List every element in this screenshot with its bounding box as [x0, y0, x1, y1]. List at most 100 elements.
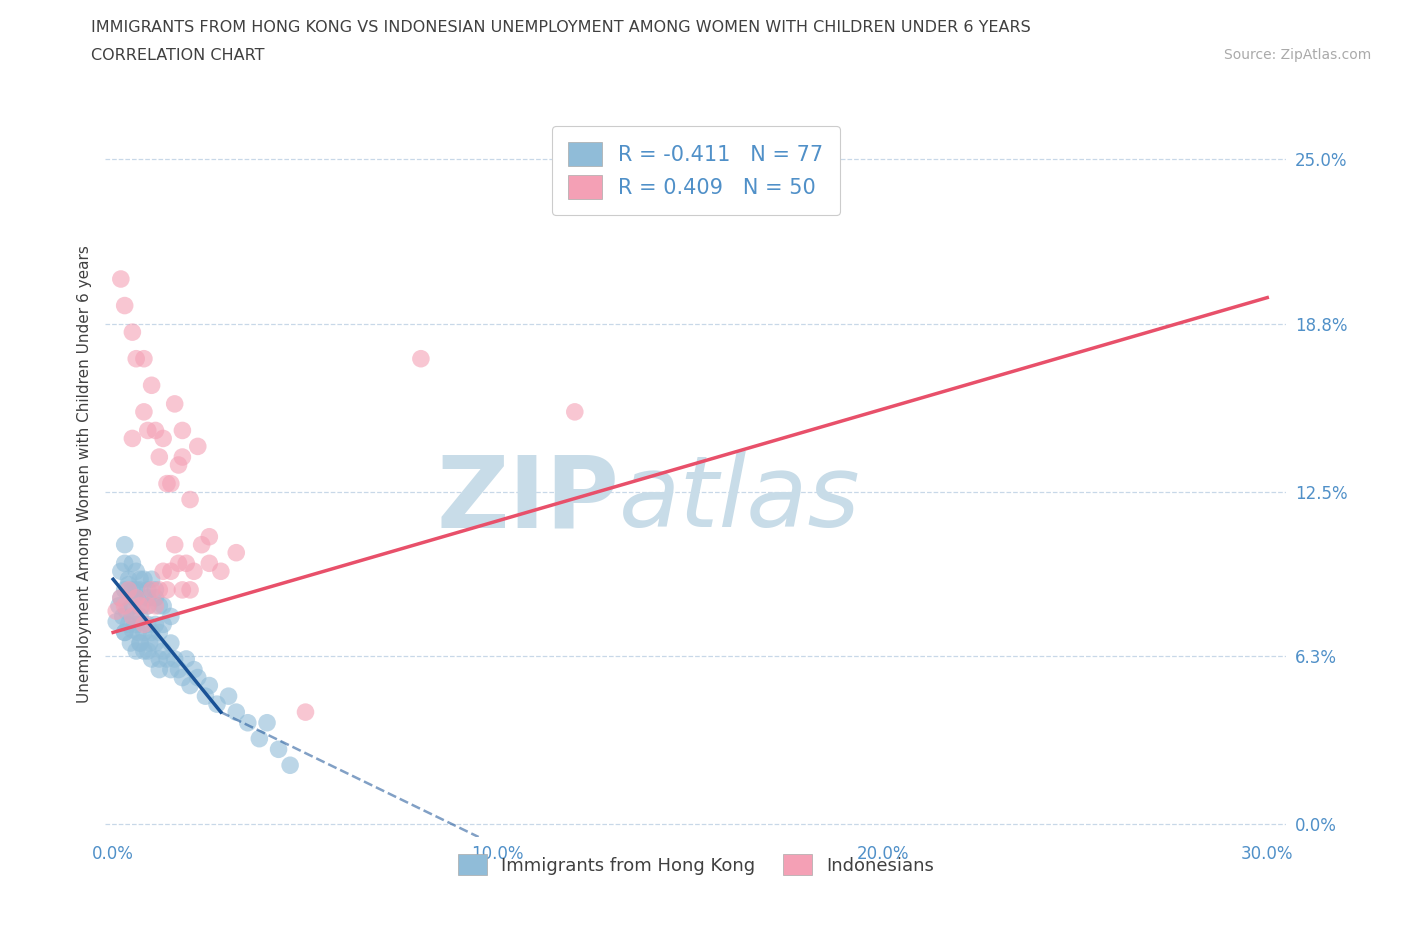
Point — [141, 378, 163, 392]
Point — [136, 598, 159, 613]
Point — [115, 604, 138, 618]
Point — [163, 652, 186, 667]
Point — [121, 325, 143, 339]
Point — [198, 556, 221, 571]
Point — [136, 598, 159, 613]
Point — [121, 622, 143, 637]
Point — [225, 545, 247, 560]
Point — [129, 609, 152, 624]
Point — [167, 662, 190, 677]
Point — [152, 564, 174, 578]
Point — [121, 556, 143, 571]
Point — [110, 272, 132, 286]
Point — [129, 582, 152, 597]
Point — [136, 423, 159, 438]
Point — [156, 582, 179, 597]
Point — [409, 352, 432, 366]
Point — [160, 662, 183, 677]
Point — [121, 431, 143, 445]
Point — [179, 582, 201, 597]
Point — [129, 635, 152, 650]
Point — [172, 423, 194, 438]
Point — [125, 644, 148, 658]
Point — [775, 157, 797, 172]
Point — [183, 662, 205, 677]
Point — [190, 538, 212, 552]
Point — [114, 582, 136, 597]
Point — [136, 644, 159, 658]
Text: Source: ZipAtlas.com: Source: ZipAtlas.com — [1223, 48, 1371, 62]
Point — [148, 449, 170, 464]
Point — [148, 652, 170, 667]
Point — [120, 635, 142, 650]
Point — [136, 591, 159, 605]
Point — [141, 625, 163, 640]
Point — [267, 742, 290, 757]
Point — [145, 617, 167, 631]
Point — [129, 635, 152, 650]
Point — [132, 644, 155, 658]
Point — [156, 476, 179, 491]
Point — [131, 598, 153, 613]
Point — [132, 617, 155, 631]
Point — [247, 731, 270, 746]
Point — [160, 609, 183, 624]
Point — [125, 617, 148, 631]
Point — [132, 405, 155, 419]
Point — [145, 423, 167, 438]
Point — [172, 582, 194, 597]
Text: IMMIGRANTS FROM HONG KONG VS INDONESIAN UNEMPLOYMENT AMONG WOMEN WITH CHILDREN U: IMMIGRANTS FROM HONG KONG VS INDONESIAN … — [91, 20, 1031, 35]
Point — [117, 617, 139, 631]
Point — [129, 572, 152, 587]
Text: atlas: atlas — [619, 451, 860, 548]
Point — [110, 591, 132, 605]
Point — [132, 625, 155, 640]
Point — [145, 635, 167, 650]
Point — [138, 635, 160, 650]
Point — [141, 572, 163, 587]
Point — [114, 299, 136, 313]
Point — [117, 582, 139, 597]
Point — [160, 564, 183, 578]
Point — [121, 582, 143, 597]
Y-axis label: Unemployment Among Women with Children Under 6 years: Unemployment Among Women with Children U… — [76, 246, 91, 703]
Point — [125, 582, 148, 597]
Legend: Immigrants from Hong Kong, Indonesians: Immigrants from Hong Kong, Indonesians — [451, 847, 941, 883]
Point — [111, 609, 134, 624]
Text: CORRELATION CHART: CORRELATION CHART — [91, 48, 264, 63]
Point — [132, 352, 155, 366]
Point — [198, 678, 221, 693]
Point — [110, 591, 132, 605]
Point — [117, 572, 139, 587]
Point — [152, 431, 174, 445]
Point — [179, 492, 201, 507]
Point — [108, 598, 131, 613]
Point — [145, 591, 167, 605]
Point — [114, 538, 136, 552]
Point — [114, 625, 136, 640]
Point — [145, 598, 167, 613]
Point — [209, 564, 232, 578]
Point — [160, 476, 183, 491]
Point — [187, 671, 209, 685]
Point — [124, 591, 146, 605]
Point — [179, 678, 201, 693]
Point — [160, 635, 183, 650]
Point — [141, 582, 163, 597]
Point — [125, 564, 148, 578]
Point — [136, 582, 159, 597]
Point — [218, 689, 240, 704]
Point — [198, 529, 221, 544]
Point — [127, 625, 149, 640]
Point — [105, 615, 128, 630]
Point — [117, 578, 139, 592]
Point — [148, 582, 170, 597]
Point — [294, 705, 316, 720]
Point — [225, 705, 247, 720]
Point — [148, 625, 170, 640]
Point — [167, 458, 190, 472]
Point — [172, 449, 194, 464]
Point — [183, 564, 205, 578]
Point — [114, 625, 136, 640]
Point — [236, 715, 259, 730]
